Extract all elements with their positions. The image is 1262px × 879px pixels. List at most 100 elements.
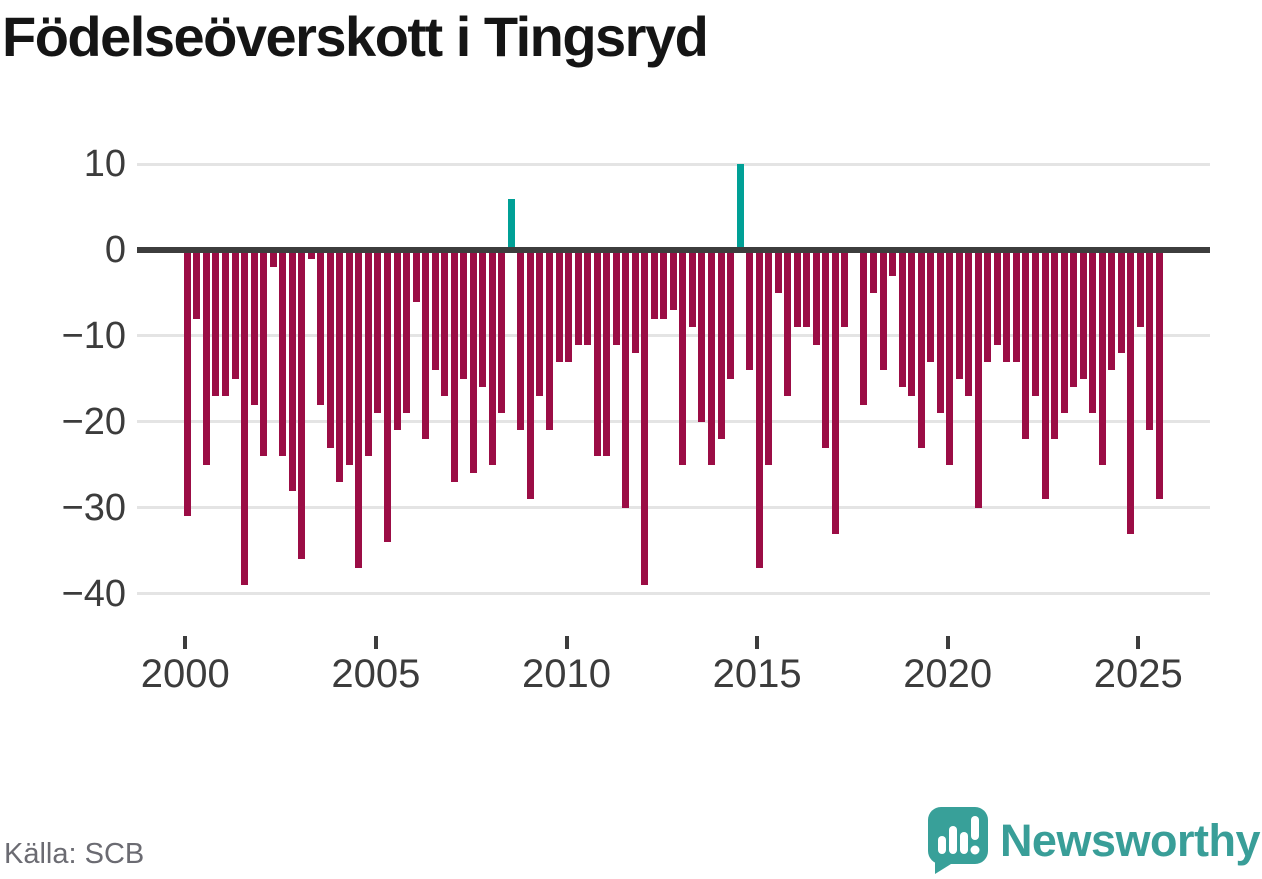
gridline [137, 162, 1210, 166]
bar [965, 250, 973, 396]
bar [650, 250, 658, 319]
bar [450, 250, 458, 482]
x-axis-tick [1136, 636, 1141, 649]
bar [183, 250, 191, 517]
bar [841, 250, 849, 328]
bar [822, 250, 830, 448]
bar [727, 250, 734, 379]
bar [1051, 250, 1058, 439]
bar [383, 250, 391, 543]
bar [1136, 250, 1144, 328]
gridline [137, 506, 1210, 510]
newsworthy-branding: Newsworthy [926, 806, 1262, 876]
newsworthy-logo-text: Newsworthy [999, 815, 1261, 866]
bar [669, 250, 677, 311]
bar [1146, 250, 1154, 431]
y-axis-label: −10 [61, 314, 126, 357]
bar [221, 250, 229, 396]
bar [917, 250, 925, 448]
bar [288, 250, 296, 491]
bar [1127, 250, 1135, 534]
gridline [137, 334, 1210, 338]
bar [441, 250, 449, 396]
bar [831, 250, 839, 534]
bar [574, 250, 582, 345]
bar [927, 250, 935, 362]
bar [469, 250, 477, 474]
x-axis-tick [755, 636, 760, 649]
bar [212, 250, 220, 396]
x-axis-label: 2025 [1093, 652, 1183, 696]
bar [488, 250, 496, 465]
bar [660, 250, 668, 319]
source-attribution: Källa: SCB [4, 838, 145, 870]
bar [412, 250, 420, 302]
bar [955, 250, 963, 379]
bar [688, 250, 696, 328]
bar [298, 250, 306, 560]
bar [641, 250, 649, 585]
bar [1022, 250, 1030, 439]
bar [679, 250, 687, 465]
x-axis-tick [945, 636, 950, 649]
bar [336, 250, 344, 482]
bar [403, 250, 410, 414]
gridline [137, 420, 1210, 424]
bar [1060, 250, 1068, 414]
bar [603, 250, 611, 457]
x-axis-label: 2000 [140, 652, 230, 696]
x-axis-tick [564, 636, 569, 649]
bar [250, 250, 258, 405]
bar [393, 250, 401, 431]
bar [241, 250, 248, 585]
y-axis-label: −30 [61, 486, 126, 529]
bar [584, 250, 592, 345]
x-axis-tick [373, 636, 378, 649]
chart-title: Födelseöverskott i Tingsryd [2, 5, 709, 68]
bar [460, 250, 468, 379]
bar [193, 250, 201, 319]
bar [479, 250, 487, 388]
bar [622, 250, 630, 508]
bar [812, 250, 820, 345]
bar [784, 250, 792, 396]
bar [269, 250, 277, 268]
bar [870, 250, 877, 293]
bar [1079, 250, 1087, 379]
gridline [137, 592, 1210, 596]
bar [202, 250, 210, 465]
bar [755, 250, 763, 568]
bar [526, 250, 534, 500]
bar [936, 250, 944, 414]
bar [717, 250, 725, 439]
x-axis-tick [183, 636, 188, 649]
bar [1070, 250, 1078, 388]
bar [993, 250, 1001, 345]
x-axis-label: 2005 [331, 652, 421, 696]
bar [1012, 250, 1020, 362]
bar [793, 250, 801, 328]
bar [345, 250, 353, 465]
bar [279, 250, 287, 457]
bar [555, 250, 563, 362]
bar [898, 250, 906, 388]
bar [746, 250, 754, 371]
positive-bar [736, 164, 744, 250]
bar [536, 250, 544, 396]
bar [374, 250, 382, 414]
bar [498, 250, 506, 414]
bar [708, 250, 715, 465]
bar [631, 250, 639, 354]
bar [774, 250, 782, 293]
bar [1089, 250, 1097, 414]
bar [431, 250, 439, 371]
bar [765, 250, 773, 465]
bar [974, 250, 982, 508]
bar [860, 250, 868, 405]
bar [1098, 250, 1106, 465]
bar [1032, 250, 1039, 396]
bar [565, 250, 572, 362]
y-axis-label: −40 [61, 572, 126, 615]
bar [326, 250, 334, 448]
